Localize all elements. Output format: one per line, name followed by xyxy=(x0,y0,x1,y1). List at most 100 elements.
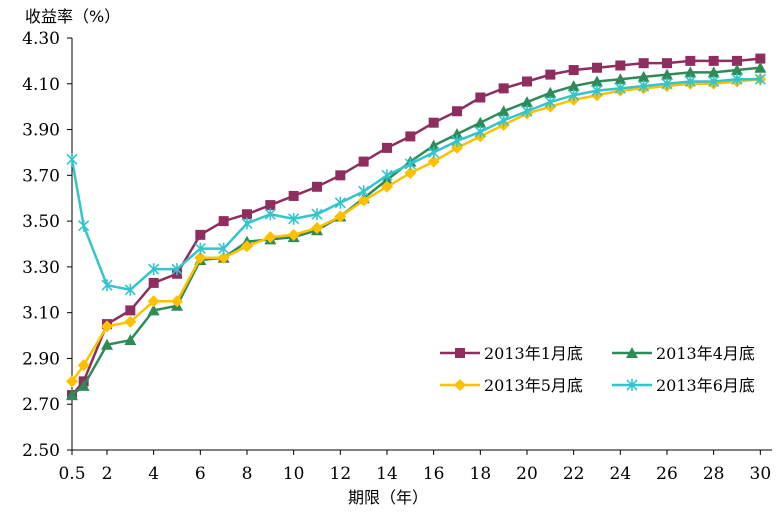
data-point-asterisk xyxy=(498,114,510,127)
x-tick-label: 20 xyxy=(516,464,538,484)
data-point-asterisk xyxy=(381,169,393,182)
data-point-diamond xyxy=(77,359,90,372)
data-point-square xyxy=(592,62,602,73)
data-point-square xyxy=(125,305,136,316)
data-point-asterisk xyxy=(66,153,78,166)
x-tick-label: 24 xyxy=(610,464,632,484)
series-line xyxy=(70,77,761,383)
data-point-asterisk xyxy=(311,208,323,221)
data-point-triangle xyxy=(567,80,580,92)
legend-item: 2013年5月底 xyxy=(440,376,583,395)
data-point-asterisk xyxy=(358,185,370,198)
data-point-square xyxy=(498,83,509,94)
data-point-triangle xyxy=(591,75,603,87)
data-point-asterisk xyxy=(194,242,206,255)
x-tick-label: 16 xyxy=(423,464,445,484)
data-point-triangle xyxy=(101,338,113,350)
data-point-diamond xyxy=(241,240,253,253)
data-point-square xyxy=(242,209,252,220)
data-point-square xyxy=(265,200,276,211)
y-tick-label: 4.30 xyxy=(22,29,60,49)
data-point-asterisk xyxy=(474,125,486,138)
data-point-square xyxy=(312,181,322,192)
data-point-asterisk xyxy=(124,283,136,296)
legend-label: 2013年4月底 xyxy=(656,344,755,363)
data-point-triangle xyxy=(544,86,557,98)
x-tick-label: 18 xyxy=(470,464,492,484)
data-point-asterisk xyxy=(661,77,673,90)
data-point-asterisk xyxy=(521,105,533,118)
data-point-triangle xyxy=(731,64,743,76)
x-tick-label: 10 xyxy=(283,464,305,484)
data-point-diamond xyxy=(264,231,277,244)
data-point-asterisk xyxy=(404,157,416,170)
data-point-asterisk xyxy=(288,212,300,225)
data-point-asterisk xyxy=(101,279,113,292)
x-tick-label: 14 xyxy=(376,464,398,484)
y-tick-label: 3.10 xyxy=(22,304,60,324)
data-point-square xyxy=(755,53,766,64)
legend-item: 2013年4月底 xyxy=(612,344,755,363)
data-point-asterisk xyxy=(264,208,276,221)
plot-area xyxy=(66,53,767,401)
data-point-triangle xyxy=(66,389,78,401)
data-point-triangle xyxy=(124,334,137,346)
legend-label: 2013年5月底 xyxy=(484,376,583,395)
data-point-diamond xyxy=(194,251,207,264)
x-tick-label: 26 xyxy=(656,464,678,484)
data-point-asterisk xyxy=(451,135,463,147)
data-point-triangle xyxy=(521,96,533,108)
data-point-asterisk xyxy=(638,80,650,93)
data-point-diamond xyxy=(66,375,78,388)
series-3 xyxy=(66,73,767,388)
data-point-square xyxy=(662,58,672,69)
data-point-square xyxy=(685,55,696,66)
data-point-asterisk xyxy=(626,379,638,391)
data-point-square xyxy=(195,229,206,240)
data-point-square xyxy=(428,117,439,128)
data-point-triangle xyxy=(147,304,160,316)
data-point-diamond xyxy=(404,167,417,180)
data-point-triangle xyxy=(497,105,510,117)
data-point-square xyxy=(545,69,556,80)
data-point-diamond xyxy=(287,228,300,241)
data-point-triangle xyxy=(637,70,650,82)
data-point-square xyxy=(708,55,719,66)
data-point-diamond xyxy=(334,210,347,223)
data-point-asterisk xyxy=(614,82,626,95)
data-point-triangle xyxy=(754,61,767,73)
legend-item: 2013年1月底 xyxy=(440,344,583,363)
data-point-diamond xyxy=(311,221,323,234)
data-point-square xyxy=(148,277,159,288)
data-point-asterisk xyxy=(171,263,183,276)
data-point-asterisk xyxy=(334,196,346,209)
data-point-triangle xyxy=(661,68,673,80)
x-tick-label: 28 xyxy=(703,464,725,484)
data-point-diamond xyxy=(454,379,466,391)
data-point-diamond xyxy=(357,194,370,207)
data-point-square xyxy=(638,58,649,69)
y-tick-label: 3.90 xyxy=(22,121,60,141)
data-point-square xyxy=(335,170,346,181)
data-point-square xyxy=(405,131,416,142)
data-point-asterisk xyxy=(428,146,440,159)
axes: 2.50 2.70 2.90 3.10 3.30 3.50 3.70 3.90 4.10 4.30… xyxy=(22,29,772,484)
legend: 2013年1月底 2013年4月底 2013年5月底 2013年6月底 xyxy=(440,344,755,395)
data-point-triangle xyxy=(451,128,463,140)
data-point-asterisk xyxy=(78,219,90,232)
y-tick-label: 3.30 xyxy=(22,258,60,278)
x-tick-label: 2 xyxy=(102,464,113,484)
data-point-diamond xyxy=(124,315,137,328)
data-point-diamond xyxy=(101,320,113,333)
data-point-triangle xyxy=(614,73,627,85)
data-point-triangle xyxy=(77,379,90,391)
data-point-triangle xyxy=(474,116,487,128)
data-point-asterisk xyxy=(708,75,720,88)
data-point-asterisk xyxy=(754,73,766,86)
y-tick-label: 2.50 xyxy=(22,441,60,461)
data-point-diamond xyxy=(147,295,160,308)
data-point-square xyxy=(568,65,579,76)
data-point-diamond xyxy=(427,155,440,168)
y-tick-label: 2.70 xyxy=(22,395,60,415)
